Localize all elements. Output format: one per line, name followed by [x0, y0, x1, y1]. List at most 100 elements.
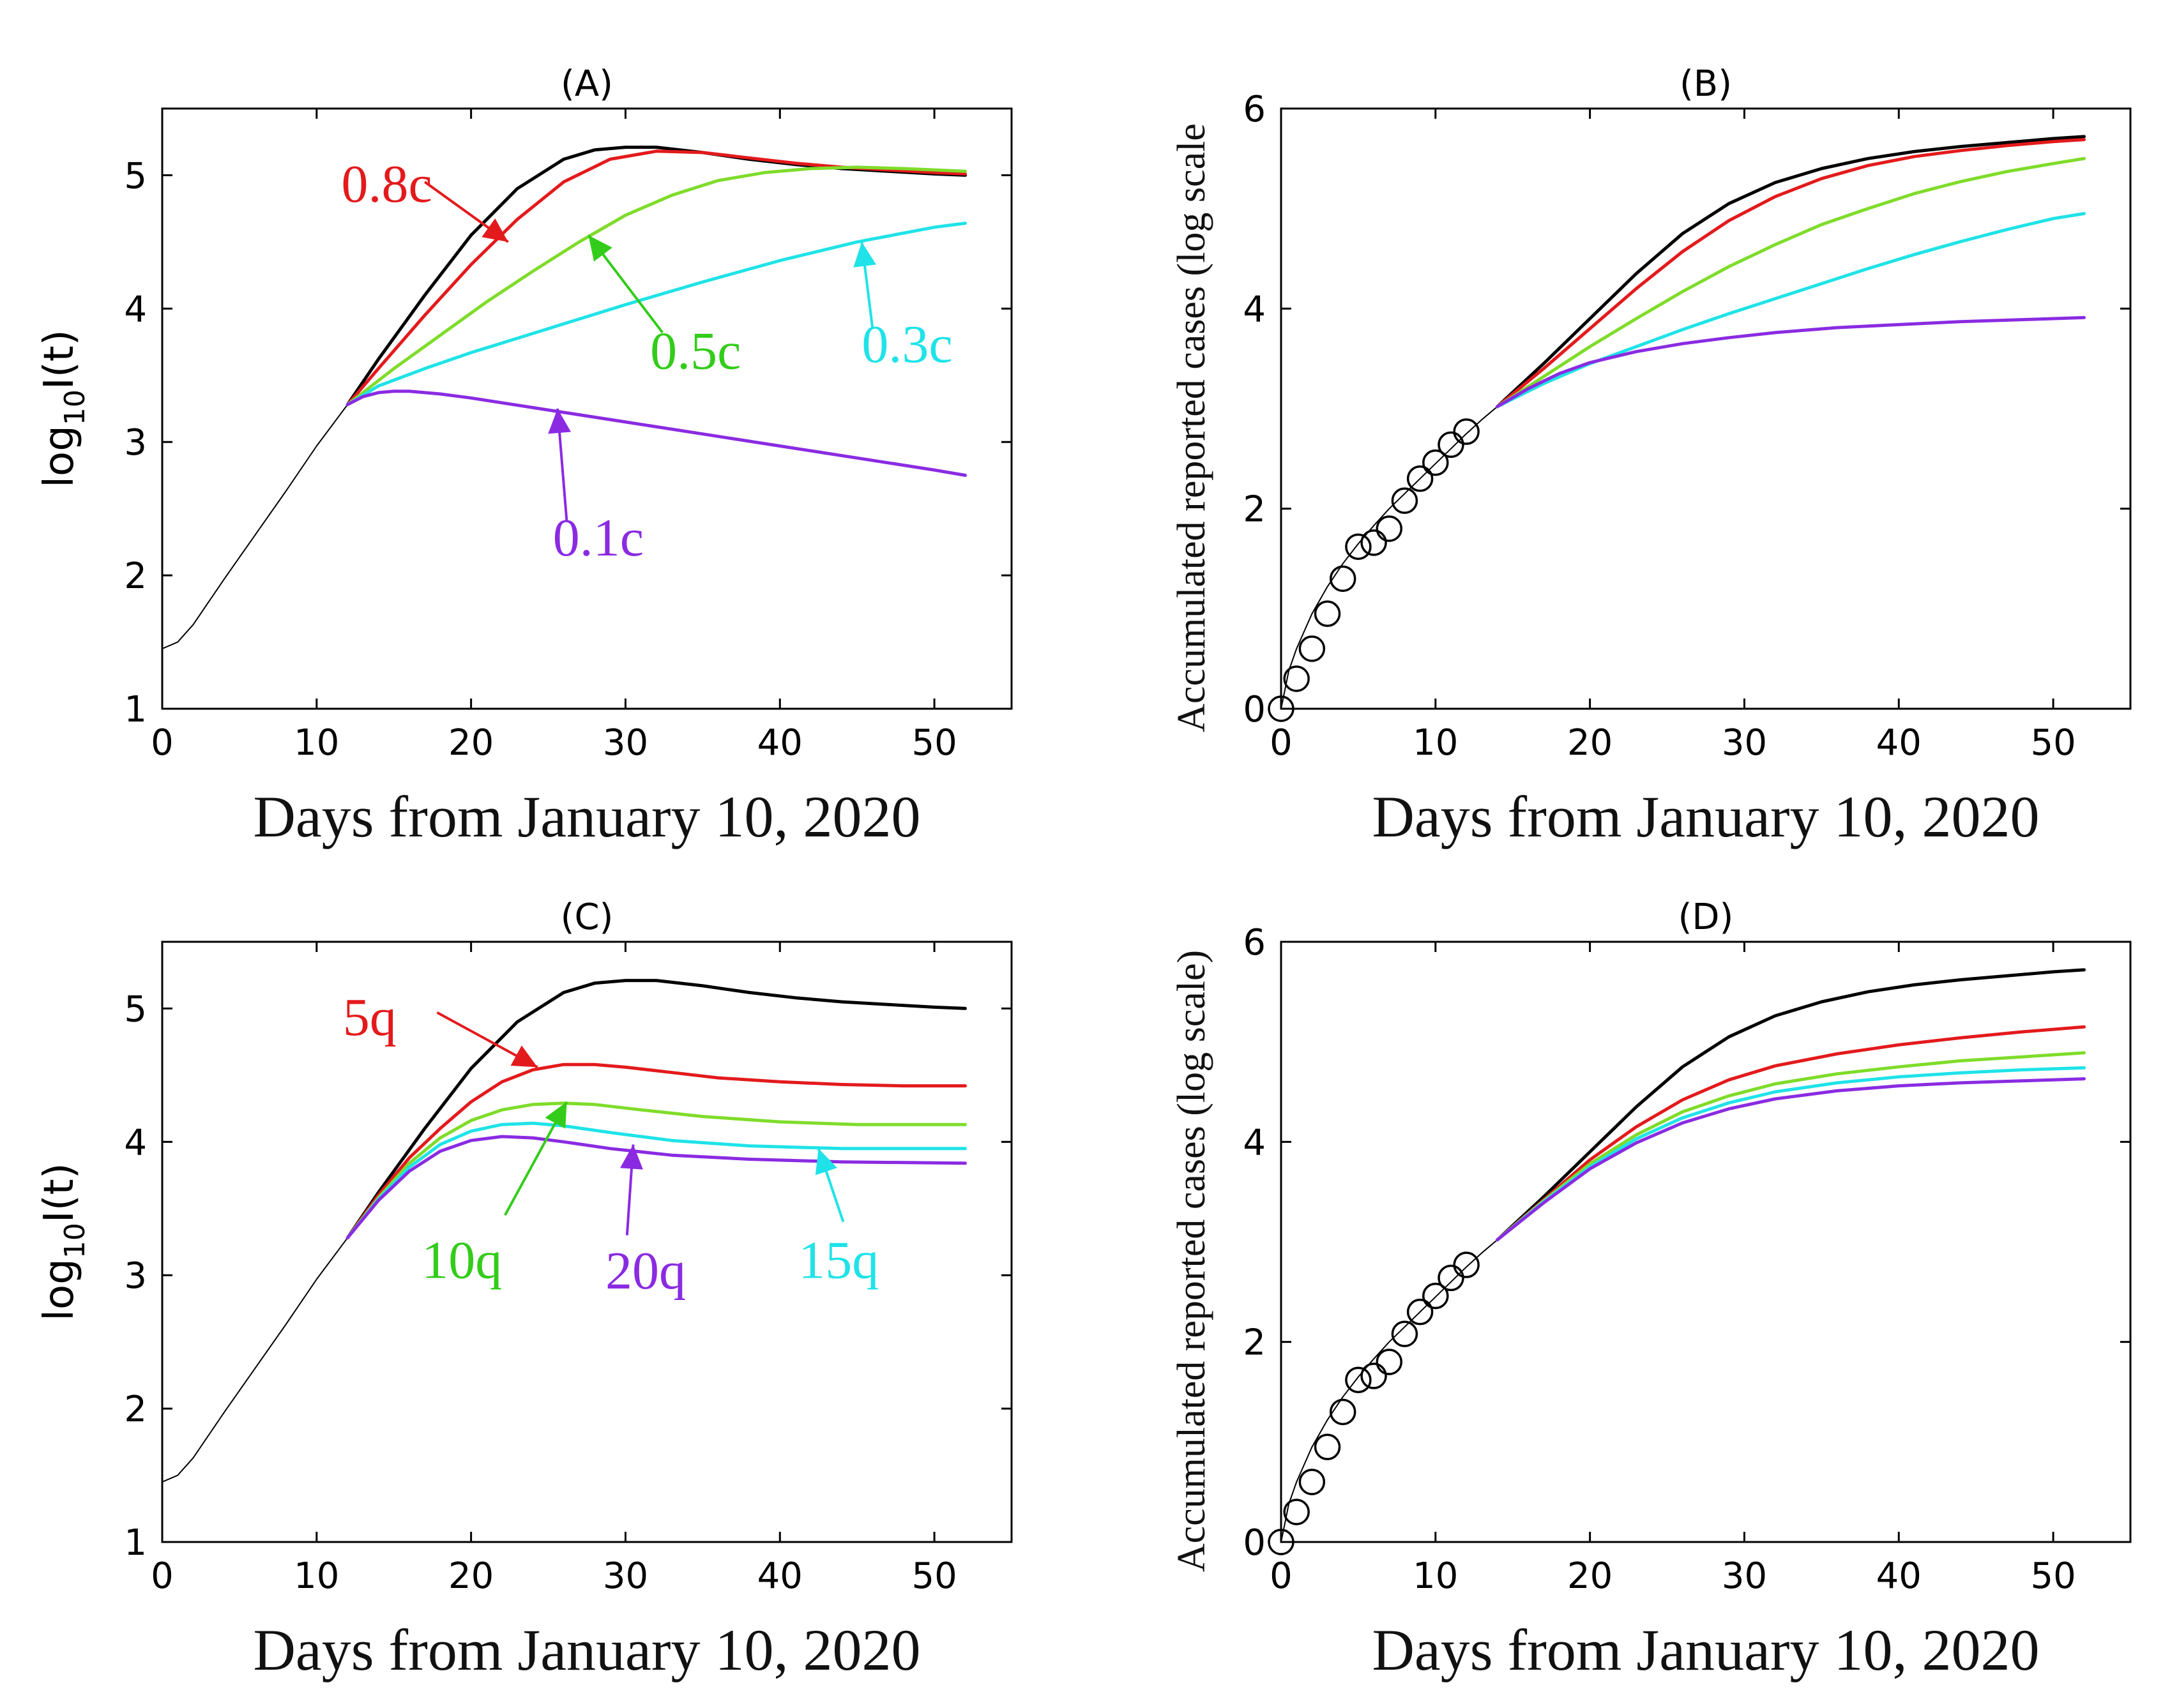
x-tick-label: 40: [757, 1555, 803, 1597]
observation-point: [1329, 565, 1356, 593]
observation-point: [1283, 665, 1310, 692]
series-line-0.8c: [1496, 138, 2086, 409]
observation-point: [1376, 1349, 1403, 1375]
observation-point: [1453, 1251, 1480, 1278]
x-tick-label: 20: [1567, 722, 1613, 764]
series-line-10q: [1496, 1051, 2086, 1242]
observation-point: [1268, 1529, 1294, 1555]
x-tick-label: 30: [1722, 722, 1767, 764]
observation-point: [1314, 1433, 1341, 1460]
y-tick-label: 1: [124, 689, 147, 730]
series-line-0.3c: [345, 222, 967, 407]
observation-point: [1298, 635, 1326, 662]
y-tick-label: 4: [124, 1122, 147, 1163]
y-tick-label: 5: [124, 155, 147, 197]
annotation-label: 0.3c: [861, 315, 952, 374]
annotation-arrow-head: [853, 241, 876, 268]
observation-point: [1360, 529, 1387, 556]
observation-point: [1391, 1320, 1418, 1347]
y-axis-label: Accumulated reported cases (log scale): [1170, 950, 1213, 1572]
x-tick-label: 50: [911, 1555, 957, 1597]
series-line-c: [1496, 135, 2086, 409]
plot-frame: [1280, 107, 2132, 710]
x-axis-label: Days from January 10, 2020: [253, 784, 920, 849]
annotation-label: 15q: [798, 1230, 879, 1290]
x-tick-label: 30: [603, 1555, 648, 1597]
observation-point: [1298, 1469, 1326, 1495]
observation-point: [1345, 533, 1372, 560]
y-axis-label-rest: I(t): [36, 329, 83, 389]
y-axis-label-sub: 10: [59, 389, 91, 425]
x-tick-label: 20: [448, 1555, 494, 1597]
annotation-arrow-head: [548, 409, 572, 434]
series-line-20q: [345, 1135, 967, 1240]
x-axis-label: Days from January 10, 2020: [253, 1617, 920, 1682]
observation-point: [1422, 449, 1449, 476]
observation-point: [1376, 515, 1403, 542]
series-line-0.5c: [1496, 156, 2086, 409]
y-tick-label: 2: [1243, 489, 1266, 531]
panel-title: (D): [1678, 896, 1734, 938]
x-tick-label: 40: [1876, 1555, 1922, 1597]
x-tick-label: 50: [2030, 1555, 2076, 1597]
y-tick-label: 4: [1243, 1122, 1266, 1163]
y-axis-label-main: log: [36, 1258, 83, 1321]
x-tick-label: 30: [603, 722, 648, 764]
series-line-baseline-early: [162, 1237, 349, 1483]
annotation-arrow-head: [510, 1045, 538, 1068]
y-axis-label-rest: I(t): [36, 1163, 83, 1223]
y-axis-label-main: log: [36, 425, 83, 488]
annotation-label: 0.5c: [650, 321, 741, 381]
y-tick-label: 2: [124, 1389, 147, 1430]
series-line-10q: [345, 1101, 967, 1240]
series-line-q: [1496, 968, 2086, 1242]
series-line-5q: [1496, 1025, 2086, 1242]
panel-d: 0 10 20 30 40 50 0 2 4 6 (D) Days from January 10, …: [1170, 896, 2132, 1682]
y-axis-label: log10I(t): [36, 329, 91, 487]
x-tick-label: 0: [151, 722, 174, 764]
y-tick-label: 5: [124, 988, 147, 1030]
series-line-q: [345, 979, 967, 1240]
annotation-arrow-head: [482, 218, 508, 242]
observation-point: [1391, 487, 1418, 514]
y-axis-label-sub: 10: [59, 1223, 91, 1258]
plot-frame: [161, 107, 1013, 710]
series-line-0.1c: [345, 389, 967, 477]
y-axis-label: Accumulated reported cases (log scale: [1170, 123, 1213, 732]
x-tick-label: 20: [1567, 1555, 1613, 1597]
observation-point: [1345, 1366, 1372, 1393]
observation-point: [1314, 600, 1341, 627]
panel-a: 0 10 20 30 40 50 1 2 3 4 5 (A) Days from January 10,…: [36, 63, 1013, 849]
series-line-20q: [1496, 1077, 2086, 1242]
observation-point: [1360, 1363, 1387, 1389]
y-tick-label: 4: [124, 289, 147, 330]
observation-point: [1283, 1499, 1310, 1525]
annotation-label: 5q: [343, 988, 397, 1047]
series-line-baseline-early: [162, 404, 349, 649]
y-axis-label: log10I(t): [36, 1163, 91, 1320]
x-tick-label: 40: [1876, 722, 1922, 764]
annotation-arrow-head: [545, 1101, 567, 1129]
observation-point: [1453, 418, 1480, 445]
series-line-15q: [345, 1121, 967, 1240]
x-tick-label: 0: [151, 1555, 174, 1597]
annotation-label: 10q: [421, 1230, 502, 1290]
plot-frame: [1280, 941, 2132, 1543]
x-axis-label: Days from January 10, 2020: [1372, 784, 2039, 849]
observation-point: [1268, 695, 1294, 722]
annotation-label: 0.1c: [553, 508, 644, 568]
observation-point: [1422, 1282, 1449, 1310]
y-tick-label: 2: [124, 555, 147, 597]
x-tick-label: 0: [1270, 722, 1293, 764]
annotation-label: 20q: [605, 1241, 686, 1301]
plot-frame: [161, 941, 1013, 1543]
x-tick-label: 50: [2030, 722, 2076, 764]
x-tick-label: 30: [1722, 1555, 1767, 1597]
y-tick-label: 2: [1243, 1322, 1266, 1364]
x-tick-label: 50: [911, 722, 957, 764]
observation-point: [1438, 1264, 1464, 1292]
y-tick-label: 0: [1243, 689, 1266, 730]
y-tick-label: 6: [1243, 922, 1266, 964]
y-tick-label: 4: [1243, 289, 1266, 330]
